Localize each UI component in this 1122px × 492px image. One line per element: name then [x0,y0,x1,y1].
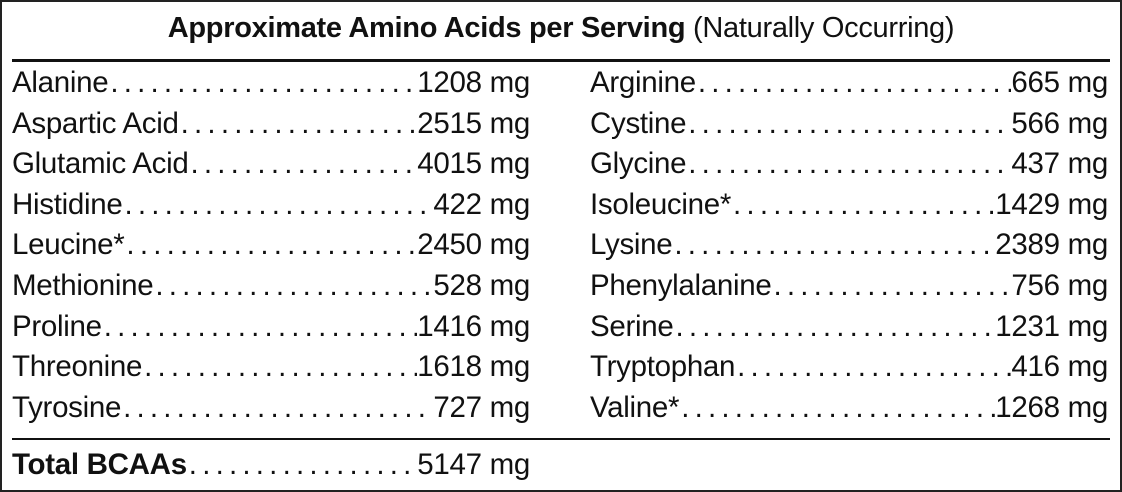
dot-leader: ........................................… [674,228,996,262]
amino-acid-name: Isoleucine* [590,187,732,221]
amino-acid-row: Isoleucine*.............................… [590,188,1108,229]
amino-acid-row: Glutamic Acid...........................… [12,147,530,188]
amino-acid-amount: 727 mg [433,390,530,424]
amino-acid-amount: 1618 mg [417,350,530,384]
amino-acid-amount: 665 mg [1011,66,1108,99]
dot-leader: ........................................… [103,309,418,343]
left-column: Alanine.................................… [12,66,530,431]
dot-leader: ........................................… [773,268,1012,302]
dot-leader: ........................................… [126,228,418,262]
amino-acid-name: Proline [12,309,102,343]
amino-acid-name: Alanine [12,66,109,99]
dot-leader: ........................................… [144,350,417,384]
amino-acid-row: Aspartic Acid...........................… [12,107,530,148]
dot-leader: ........................................… [675,309,996,343]
dot-leader: ........................................… [180,106,418,140]
total-value: 5147 mg [417,448,530,481]
amino-acid-amount: 4015 mg [417,147,530,181]
right-column: Arginine................................… [590,66,1108,431]
amino-acid-name: Tryptophan [590,350,736,384]
amino-acid-row: Proline.................................… [12,310,530,351]
amino-acid-name: Lysine [590,228,673,262]
amino-acid-name: Methionine [12,268,154,302]
amino-acid-name: Aspartic Acid [12,106,179,140]
dot-leader: ........................................… [190,147,418,181]
amino-acid-amount: 1416 mg [417,309,530,343]
amino-acid-name: Glycine [590,147,687,181]
amino-acid-row: Methionine..............................… [12,269,530,310]
amino-acid-row: Leucine*................................… [12,228,530,269]
dot-leader: ........................................… [688,106,1011,140]
dot-leader: ........................................… [681,390,995,424]
amino-acid-name: Cystine [590,106,687,140]
dot-leader: ........................................… [188,448,418,481]
amino-acid-name: Leucine* [12,228,125,262]
amino-acid-name: Valine* [590,390,680,424]
title-divider [12,59,1110,62]
amino-acid-amount: 416 mg [1011,350,1108,384]
dot-leader: ........................................… [737,350,1011,384]
dot-leader: ........................................… [123,390,433,424]
amino-acid-amount: 566 mg [1011,106,1108,140]
amino-acid-name: Histidine [12,187,123,221]
amino-acid-row: Serine..................................… [590,310,1108,351]
dot-leader: ........................................… [688,147,1011,181]
dot-leader: ........................................… [155,268,433,302]
amino-acid-amount: 2450 mg [417,228,530,262]
amino-acid-row: Histidine...............................… [12,188,530,229]
amino-acid-row: Phenylalanine...........................… [590,269,1108,310]
amino-acid-name: Serine [590,309,674,343]
amino-acid-amount: 528 mg [433,268,530,302]
amino-acid-name: Threonine [12,350,143,384]
amino-acid-name: Glutamic Acid [12,147,189,181]
title-subtitle: (Naturally Occurring) [693,12,955,44]
total-divider [12,438,1110,440]
amino-acid-name: Arginine [590,66,696,99]
amino-acid-name: Phenylalanine [590,268,772,302]
amino-acid-amount: 2515 mg [417,106,530,140]
amino-acid-amount: 1268 mg [995,390,1108,424]
title-bold: Approximate Amino Acids per Serving [167,12,686,44]
amino-acid-amount: 1208 mg [417,66,530,99]
amino-acid-name: Tyrosine [12,390,122,424]
amino-acid-row: Lysine..................................… [590,228,1108,269]
amino-acid-row: Tyrosine................................… [12,391,530,432]
amino-acid-amount: 1429 mg [995,187,1108,221]
amino-acid-row: Valine*.................................… [590,391,1108,432]
total-label: Total BCAAs [12,448,187,481]
amino-acid-amount: 2389 mg [995,228,1108,262]
amino-acid-row: Tryptophan..............................… [590,350,1108,391]
total-row: Total BCAAs ............................… [12,448,530,489]
amino-acid-amount: 422 mg [433,187,530,221]
dot-leader: ........................................… [733,187,995,221]
amino-acid-row: Arginine................................… [590,66,1108,107]
dot-leader: ........................................… [110,66,418,99]
panel-title: Approximate Amino Acids per Serving (Nat… [2,12,1120,45]
dot-leader: ........................................… [697,66,1012,99]
amino-acid-amount: 756 mg [1011,268,1108,302]
amino-acid-row: Glycine.................................… [590,147,1108,188]
dot-leader: ........................................… [124,187,433,221]
amino-acid-row: Cystine.................................… [590,107,1108,148]
amino-acid-row: Alanine.................................… [12,66,530,107]
amino-acid-row: Threonine...............................… [12,350,530,391]
amino-acid-amount: 1231 mg [995,309,1108,343]
amino-acid-amount: 437 mg [1011,147,1108,181]
